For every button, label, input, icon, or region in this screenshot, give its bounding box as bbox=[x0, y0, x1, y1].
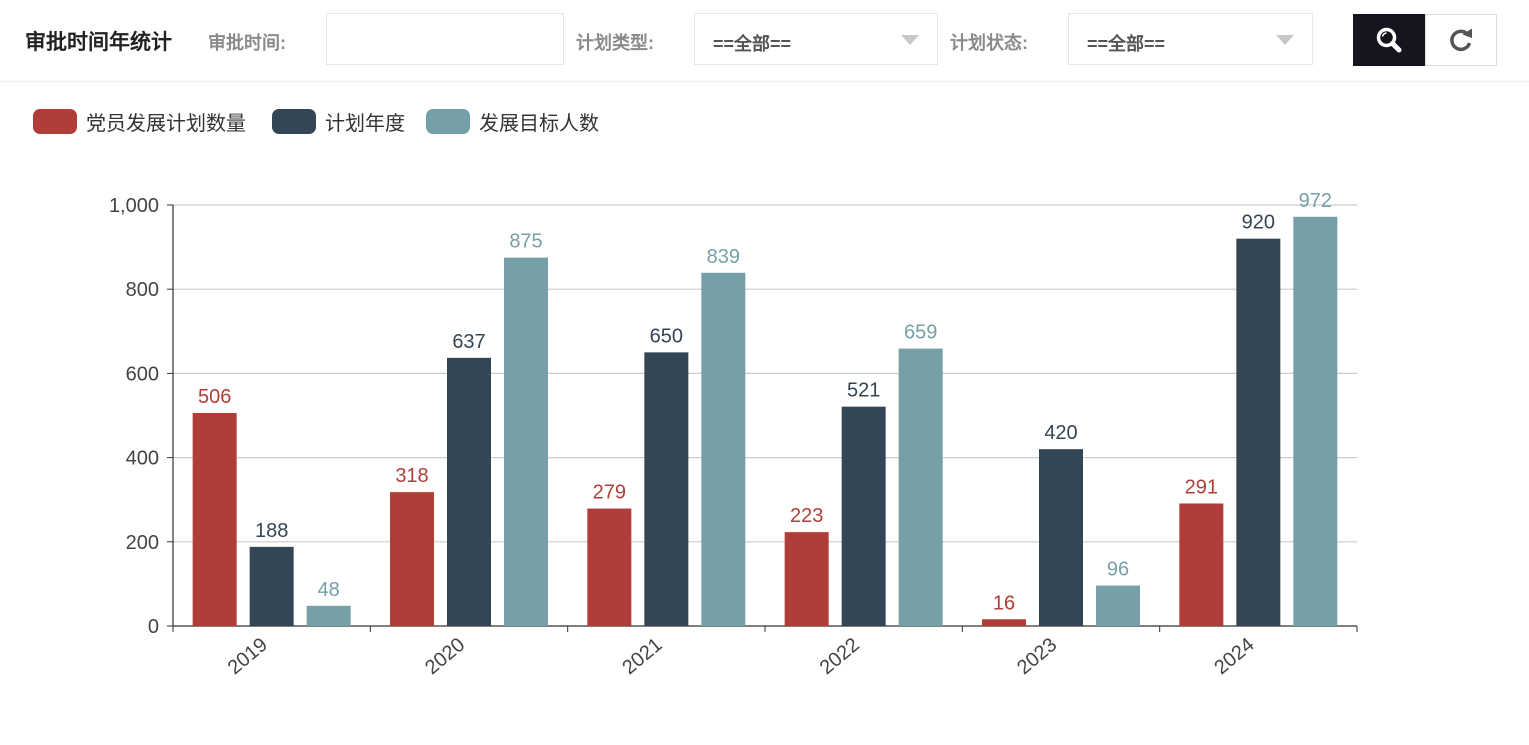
legend-swatch bbox=[33, 108, 77, 134]
legend-label: 计划年度 bbox=[325, 112, 405, 135]
y-tick-label: 600 bbox=[126, 363, 159, 385]
plan-status-value: ==全部== bbox=[1087, 34, 1166, 54]
data-label: 420 bbox=[1044, 422, 1077, 444]
plan-status-select[interactable]: ==全部== bbox=[1068, 13, 1313, 65]
chevron-down-icon bbox=[901, 35, 919, 45]
y-tick-label: 400 bbox=[126, 448, 159, 470]
bar bbox=[1179, 503, 1224, 626]
data-label: 839 bbox=[707, 246, 740, 268]
legend-item[interactable]: 发展目标人数 bbox=[426, 106, 599, 136]
bar bbox=[390, 492, 434, 626]
bar bbox=[587, 508, 632, 626]
page-title: 审批时间年统计 bbox=[25, 31, 172, 54]
legend-item[interactable]: 计划年度 bbox=[272, 106, 405, 136]
bar bbox=[1096, 585, 1140, 626]
approval-time-input[interactable] bbox=[326, 13, 564, 65]
x-tick-label: 2024 bbox=[1210, 634, 1258, 679]
data-label: 637 bbox=[452, 331, 485, 353]
data-label: 875 bbox=[509, 231, 542, 253]
x-tick-label: 2020 bbox=[421, 634, 469, 679]
data-label: 291 bbox=[1185, 476, 1218, 498]
x-tick-label: 2022 bbox=[816, 634, 864, 679]
data-label: 48 bbox=[318, 579, 340, 601]
legend-label: 发展目标人数 bbox=[479, 112, 599, 135]
y-tick-label: 200 bbox=[126, 532, 159, 554]
data-label: 16 bbox=[993, 592, 1015, 614]
bar bbox=[1293, 216, 1338, 626]
data-label: 96 bbox=[1107, 559, 1129, 581]
legend-item[interactable]: 党员发展计划数量 bbox=[33, 106, 246, 136]
data-label: 521 bbox=[847, 380, 880, 402]
bar bbox=[701, 272, 746, 626]
data-label: 188 bbox=[255, 520, 288, 542]
y-tick-label: 1,000 bbox=[109, 195, 159, 217]
bar bbox=[192, 412, 237, 626]
x-tick-label: 2019 bbox=[224, 634, 272, 679]
data-label: 659 bbox=[904, 322, 937, 344]
data-label: 279 bbox=[593, 482, 626, 504]
bar bbox=[1039, 449, 1083, 626]
data-label: 318 bbox=[395, 465, 428, 487]
data-label: 506 bbox=[198, 386, 231, 408]
filter-toolbar: 审批时间年统计 审批时间: 计划类型: ==全部== 计划状态: ==全部== bbox=[0, 0, 1529, 82]
plan-type-label: 计划类型: bbox=[576, 33, 654, 53]
search-button[interactable] bbox=[1353, 14, 1425, 66]
y-tick-label: 800 bbox=[126, 279, 159, 301]
bar bbox=[1236, 238, 1281, 626]
data-label: 920 bbox=[1242, 212, 1275, 234]
data-label: 650 bbox=[650, 325, 683, 347]
bar bbox=[784, 532, 829, 626]
legend-swatch bbox=[272, 108, 316, 134]
bar bbox=[644, 352, 689, 626]
bar bbox=[982, 619, 1026, 626]
approval-time-label: 审批时间: bbox=[208, 33, 286, 53]
bar bbox=[841, 406, 886, 626]
legend-swatch bbox=[426, 108, 470, 134]
bar bbox=[898, 348, 943, 626]
data-label: 972 bbox=[1299, 190, 1332, 212]
search-icon bbox=[1376, 27, 1402, 53]
bar bbox=[306, 605, 351, 626]
bar bbox=[504, 257, 548, 626]
bar bbox=[249, 546, 294, 626]
x-tick-label: 2023 bbox=[1013, 634, 1061, 679]
refresh-button[interactable] bbox=[1425, 14, 1497, 66]
x-tick-label: 2021 bbox=[618, 634, 666, 679]
plan-type-value: ==全部== bbox=[713, 34, 792, 54]
refresh-icon bbox=[1450, 28, 1472, 52]
bar bbox=[447, 357, 491, 626]
plan-type-select[interactable]: ==全部== bbox=[694, 13, 938, 65]
y-tick-label: 0 bbox=[148, 616, 159, 638]
legend-label: 党员发展计划数量 bbox=[86, 112, 246, 135]
data-label: 223 bbox=[790, 505, 823, 527]
chevron-down-icon bbox=[1276, 35, 1294, 45]
plan-status-label: 计划状态: bbox=[950, 33, 1028, 53]
